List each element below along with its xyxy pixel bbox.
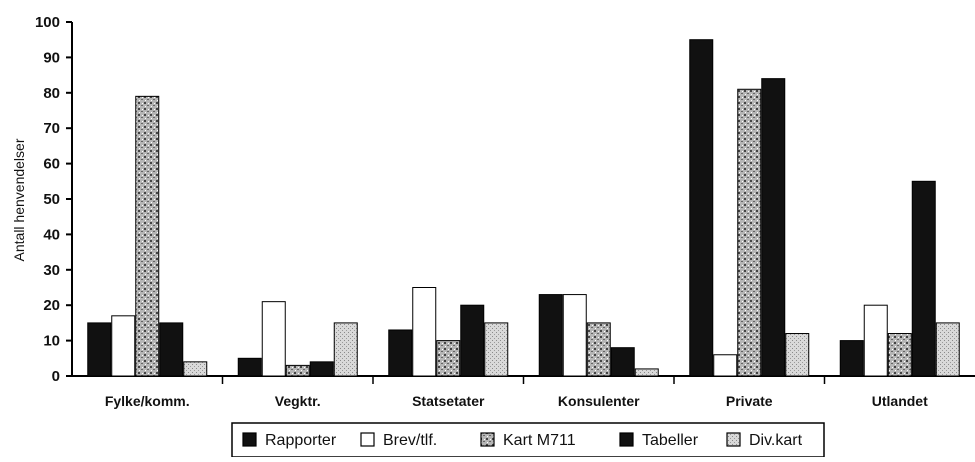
legend-swatch [360, 432, 375, 447]
y-tick-label: 100 [35, 14, 60, 31]
bar-rapporter [839, 340, 864, 377]
bar-rapporter [689, 39, 714, 377]
x-tick-label: Private [726, 393, 773, 409]
bar-div-kart [333, 322, 358, 377]
legend-box [231, 422, 825, 458]
legend-label: Div.kart [749, 432, 803, 449]
bar-brev-tlf [412, 287, 437, 377]
y-tick-label: 90 [43, 49, 60, 66]
x-tick-label: Vegktr. [275, 393, 321, 409]
bar-div-kart [785, 333, 810, 377]
bar-kart-m711 [887, 333, 912, 377]
bar-rapporter [87, 322, 112, 377]
bars-group [87, 39, 960, 377]
bar-brev-tlf [261, 301, 286, 377]
y-tick-label: 20 [43, 297, 60, 314]
y-tick-label: 30 [43, 262, 60, 279]
bar-brev-tlf [713, 354, 738, 377]
bar-kart-m711 [737, 88, 762, 377]
axes [66, 21, 975, 384]
bar-brev-tlf [863, 304, 888, 377]
legend: Rapporter Brev/tlf. Kart M711 Tabeller Div.k… [231, 422, 825, 458]
bar-rapporter [237, 357, 262, 377]
x-tick-label: Konsulenter [558, 393, 640, 409]
bar-div-kart [183, 361, 208, 377]
y-tick-label: 0 [52, 368, 60, 385]
bar-kart-m711 [436, 340, 461, 377]
bar-kart-m711 [586, 322, 611, 377]
bar-brev-tlf [562, 294, 587, 377]
bar-tabeller [610, 347, 635, 377]
bar-tabeller [761, 78, 786, 377]
bar-brev-tlf [111, 315, 136, 377]
y-tick-label: 60 [43, 156, 60, 173]
x-tick-label: Utlandet [872, 393, 928, 409]
legend-label: Brev/tlf. [383, 432, 437, 449]
bar-rapporter [538, 294, 563, 377]
legend-label: Kart M711 [503, 432, 576, 449]
y-tick-label: 50 [43, 191, 60, 208]
legend-swatch [242, 432, 257, 447]
y-tick-label: 80 [43, 85, 60, 102]
y-axis-label: Antall henvendelser [11, 138, 27, 261]
y-tick-label: 10 [43, 333, 60, 350]
legend-swatch [726, 432, 741, 447]
bar-div-kart [484, 322, 509, 377]
y-tick-label: 70 [43, 120, 60, 137]
x-tick-label: Statsetater [412, 393, 485, 409]
legend-label: Rapporter [265, 432, 337, 449]
bar-div-kart [935, 322, 960, 377]
legend-swatch [480, 432, 495, 447]
y-tick-label: 40 [43, 226, 60, 243]
labels-group: 0 10 20 30 40 50 60 70 80 90 100 Fylke/komm. Vegktr.… [35, 14, 928, 409]
bar-kart-m711 [285, 364, 310, 377]
bar-div-kart [634, 368, 659, 377]
legend-label: Tabeller [642, 432, 699, 449]
bar-tabeller [911, 180, 936, 377]
bar-rapporter [388, 329, 413, 377]
bar-tabeller [460, 304, 485, 377]
bar-kart-m711 [135, 95, 160, 377]
legend-swatch [619, 432, 634, 447]
x-tick-label: Fylke/komm. [105, 393, 190, 409]
bar-tabeller [309, 361, 334, 377]
bar-tabeller [159, 322, 184, 377]
